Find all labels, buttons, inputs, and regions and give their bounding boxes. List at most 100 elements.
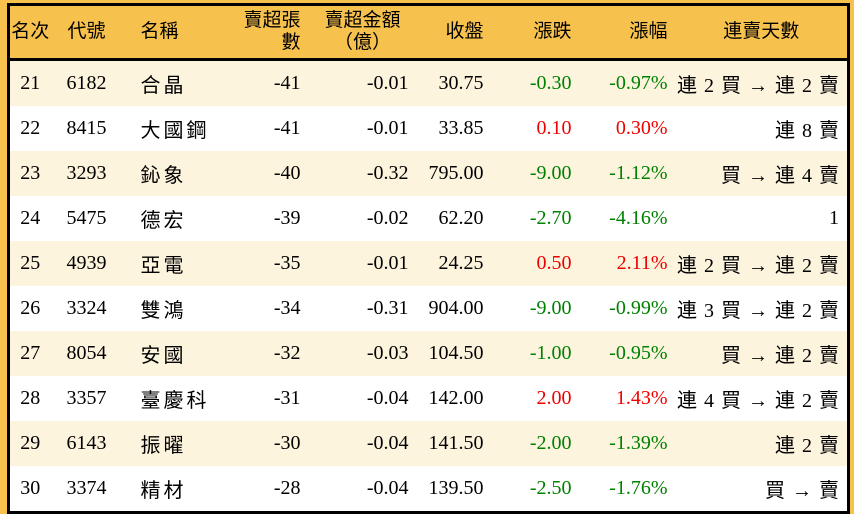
cell-sell-amount: -0.02 [366, 207, 409, 229]
cell-name: 合晶 [140, 75, 187, 97]
cell-streak: 買 → 連 4 賣 [721, 165, 840, 187]
cell-sell-volume: -34 [273, 297, 301, 319]
cell-change-pct: 0.30% [615, 117, 668, 139]
header-close: 收盤 [416, 4, 492, 61]
cell-rank: 23 [20, 162, 41, 184]
cell-sell-volume: -28 [273, 477, 301, 499]
cell-sell-volume: -39 [273, 207, 301, 229]
cell-code: 3374 [66, 477, 107, 499]
header-change-pct: 漲幅 [579, 4, 676, 61]
cell-sell-amount: -0.01 [366, 252, 409, 274]
header-change: 漲跌 [491, 4, 580, 61]
cell-streak: 1 [829, 207, 840, 229]
table-row: 28 3357 臺慶科 -31 -0.04 142.00 2.00 1.43% 連 4 買 → … [8, 376, 849, 421]
cell-streak: 連 2 賣 [775, 435, 840, 457]
header-streak: 連賣天數 [675, 4, 849, 61]
cell-close: 139.50 [428, 477, 484, 499]
cell-rank: 21 [20, 72, 41, 94]
cell-code: 8415 [66, 117, 107, 139]
cell-change: -2.70 [529, 207, 572, 229]
cell-name: 雙鴻 [140, 300, 187, 322]
cell-rank: 29 [20, 432, 41, 454]
cell-change: -2.00 [529, 432, 572, 454]
cell-streak: 連 2 買 → 連 2 賣 [677, 75, 840, 97]
header-row: 名次 代號 名稱 賣超張數 賣超金額 （億） 收盤 漲跌 漲幅 連賣天數 [8, 4, 849, 61]
cell-name: 臺慶科 [140, 390, 210, 412]
cell-streak: 連 3 買 → 連 2 賣 [677, 300, 840, 322]
cell-name: 鈊象 [140, 165, 187, 187]
header-rank: 名次 [8, 4, 51, 61]
cell-streak: 買 → 賣 [765, 480, 840, 502]
cell-sell-volume: -40 [273, 162, 301, 184]
header-name: 名稱 [122, 4, 231, 61]
cell-rank: 24 [20, 207, 41, 229]
cell-change-pct: -0.99% [609, 297, 668, 319]
table-row: 30 3374 精材 -28 -0.04 139.50 -2.50 -1.76% 買 → 賣 [8, 466, 849, 513]
cell-streak: 連 2 買 → 連 2 賣 [677, 255, 840, 277]
cell-code: 4939 [66, 252, 107, 274]
cell-change-pct: 2.11% [616, 252, 668, 274]
header-sell-amount: 賣超金額 （億） [308, 4, 417, 61]
cell-sell-volume: -35 [273, 252, 301, 274]
table-body: 21 6182 合晶 -41 -0.01 30.75 -0.30 -0.97% 連 2 買 → … [8, 59, 849, 513]
cell-code: 5475 [66, 207, 107, 229]
header-code: 代號 [50, 4, 123, 61]
cell-change-pct: -1.76% [609, 477, 668, 499]
cell-rank: 30 [20, 477, 41, 499]
cell-sell-amount: -0.03 [366, 342, 409, 364]
cell-streak: 買 → 連 2 賣 [721, 345, 840, 367]
cell-sell-volume: -41 [273, 117, 301, 139]
cell-streak: 連 4 買 → 連 2 賣 [677, 390, 840, 412]
cell-sell-amount: -0.01 [366, 72, 409, 94]
cell-close: 904.00 [428, 297, 484, 319]
cell-change: -0.30 [529, 72, 572, 94]
cell-change-pct: -1.12% [609, 162, 668, 184]
cell-name: 振曜 [140, 435, 187, 457]
cell-change-pct: -0.97% [609, 72, 668, 94]
table-row: 22 8415 大國鋼 -41 -0.01 33.85 0.10 0.30% 連 8 賣 [8, 106, 849, 151]
cell-rank: 28 [20, 387, 41, 409]
cell-close: 795.00 [428, 162, 484, 184]
cell-change: 0.50 [536, 252, 572, 274]
cell-change-pct: -4.16% [609, 207, 668, 229]
stock-table-page: { "colors": { "frame_orange": "#f7c14e",… [7, 3, 850, 514]
cell-change-pct: 1.43% [615, 387, 668, 409]
table-row: 24 5475 德宏 -39 -0.02 62.20 -2.70 -4.16% 1 [8, 196, 849, 241]
cell-change: -9.00 [529, 162, 572, 184]
cell-name: 亞電 [140, 255, 187, 277]
cell-sell-amount: -0.31 [366, 297, 409, 319]
cell-change: 2.00 [536, 387, 572, 409]
header-sell-amount-line2: （億） [333, 32, 391, 53]
cell-change: 0.10 [536, 117, 572, 139]
cell-change: -1.00 [529, 342, 572, 364]
cell-code: 3324 [66, 297, 107, 319]
cell-close: 30.75 [438, 72, 484, 94]
cell-code: 6143 [66, 432, 107, 454]
table-row: 21 6182 合晶 -41 -0.01 30.75 -0.30 -0.97% 連 2 買 → … [8, 59, 849, 106]
cell-rank: 25 [20, 252, 41, 274]
cell-code: 3357 [66, 387, 107, 409]
cell-streak: 連 8 賣 [775, 120, 840, 142]
cell-sell-amount: -0.04 [366, 387, 409, 409]
cell-close: 142.00 [428, 387, 484, 409]
cell-sell-amount: -0.32 [366, 162, 409, 184]
cell-sell-volume: -41 [273, 72, 301, 94]
cell-rank: 26 [20, 297, 41, 319]
header-sell-amount-line1: 賣超金額 [324, 10, 401, 32]
stock-table: 名次 代號 名稱 賣超張數 賣超金額 （億） 收盤 漲跌 漲幅 連賣天數 21 6… [7, 3, 850, 514]
cell-close: 104.50 [428, 342, 484, 364]
cell-rank: 22 [20, 117, 41, 139]
cell-sell-volume: -31 [273, 387, 301, 409]
cell-name: 精材 [140, 480, 187, 502]
cell-change: -9.00 [529, 297, 572, 319]
cell-sell-amount: -0.04 [366, 477, 409, 499]
cell-code: 6182 [66, 72, 107, 94]
table-frame: 名次 代號 名稱 賣超張數 賣超金額 （億） 收盤 漲跌 漲幅 連賣天數 21 6… [7, 3, 850, 514]
cell-close: 62.20 [438, 207, 484, 229]
table-row: 25 4939 亞電 -35 -0.01 24.25 0.50 2.11% 連 2 買 → 連 … [8, 241, 849, 286]
cell-close: 24.25 [438, 252, 484, 274]
cell-name: 大國鋼 [140, 120, 210, 142]
cell-sell-volume: -32 [273, 342, 301, 364]
cell-name: 德宏 [140, 210, 187, 232]
table-row: 26 3324 雙鴻 -34 -0.31 904.00 -9.00 -0.99% 連 3 買 →… [8, 286, 849, 331]
